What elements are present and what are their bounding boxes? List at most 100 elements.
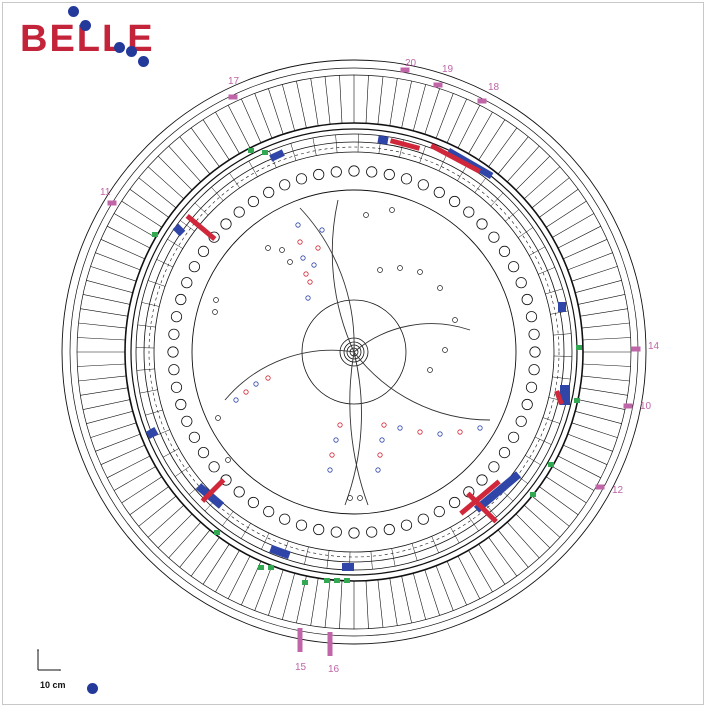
track-hit: [397, 425, 403, 431]
detector-ring: [148, 146, 560, 558]
tof-divider: [290, 143, 297, 161]
tof-divider: [180, 220, 195, 232]
tof-circle: [507, 261, 520, 273]
crystal-line: [468, 550, 493, 593]
detector-hit: [213, 297, 219, 303]
crystal-line: [215, 111, 240, 154]
crystal-line: [531, 177, 570, 209]
crystal-line: [86, 280, 133, 293]
tof-divider: [312, 137, 317, 156]
green-hit: [258, 565, 264, 570]
crystal-line: [413, 84, 426, 131]
logo-dot: [68, 6, 79, 17]
crystal-line: [539, 486, 579, 516]
tof-divider: [326, 550, 330, 569]
energy-deposit: [558, 302, 566, 312]
crystal-line: [339, 75, 343, 124]
crystal-line: [83, 294, 131, 305]
crystal-line: [545, 200, 587, 228]
tof-divider: [553, 333, 572, 336]
scale-indicator: 10 cm: [34, 648, 104, 698]
crystal-line: [401, 575, 412, 623]
belle-logo: BELLE: [20, 6, 160, 68]
tof-circle: [330, 526, 342, 538]
tof-divider: [153, 429, 170, 437]
crystal-line: [457, 555, 481, 599]
crystal-line: [254, 565, 273, 611]
energy-deposit: [377, 135, 389, 145]
crystal-line: [100, 239, 145, 260]
crystal-line: [129, 486, 169, 516]
detector-hit: [397, 265, 403, 271]
track-hit: [265, 375, 271, 381]
tof-circle: [476, 218, 488, 230]
crystal-line: [557, 225, 601, 249]
track-path: [349, 351, 369, 506]
tof-divider: [248, 160, 258, 177]
detector-ring: [130, 128, 578, 576]
crystal-line: [100, 444, 145, 465]
crystal-line: [339, 580, 343, 629]
segment-label: 10: [640, 401, 652, 412]
track-path: [344, 351, 362, 506]
green-hit: [214, 530, 220, 535]
tof-circle: [197, 446, 210, 459]
tof-divider: [240, 523, 251, 539]
crystal-line: [468, 111, 493, 154]
segment-label: 14: [648, 341, 660, 352]
crystal-line: [324, 579, 331, 628]
detector-hit: [265, 245, 271, 251]
crystal-line: [310, 578, 319, 626]
track-hit: [337, 422, 343, 428]
energy-deposit: [459, 479, 501, 516]
tof-divider: [304, 546, 309, 565]
tof-circle: [383, 523, 395, 536]
particle-tracks: [224, 199, 491, 506]
tof-circle: [448, 496, 461, 509]
segment-label: 15: [295, 662, 307, 673]
detector-hit: [347, 495, 353, 501]
crystal-line: [365, 75, 369, 124]
muon-hit: [228, 94, 238, 100]
crystal-line: [424, 569, 440, 616]
crystal-line: [121, 476, 163, 504]
crystal-line: [478, 119, 506, 161]
logo-dot: [138, 56, 149, 67]
track-hit: [295, 222, 301, 228]
track-hit: [437, 431, 443, 437]
tof-divider: [529, 246, 546, 256]
tof-circle: [488, 231, 500, 243]
track-hit: [305, 295, 311, 301]
crystal-line: [424, 88, 440, 135]
crystal-line: [147, 504, 185, 538]
tof-divider: [261, 532, 270, 550]
tof-circle: [498, 446, 511, 459]
tof-divider: [370, 551, 373, 570]
muon-hit: [107, 200, 117, 206]
crystal-line: [506, 145, 540, 183]
track-path: [331, 199, 355, 353]
crystal-line: [571, 422, 618, 438]
detector-ring: [61, 59, 647, 645]
segment-label: 11: [100, 187, 111, 198]
tof-circle: [448, 195, 461, 208]
detector-hit: [389, 207, 395, 213]
tof-circle: [498, 245, 511, 257]
tof-circle: [348, 165, 360, 177]
crystal-line: [446, 98, 467, 143]
tof-circle: [181, 277, 193, 289]
green-hit: [268, 565, 274, 570]
energy-deposit: [430, 143, 481, 174]
tof-circle: [181, 415, 193, 427]
tof-divider: [411, 543, 418, 561]
detector-hits: [145, 135, 582, 585]
detector-hit: [225, 457, 231, 463]
energy-deposit: [554, 390, 564, 405]
tof-divider: [222, 511, 234, 526]
green-hit: [344, 578, 350, 583]
tof-circle: [433, 505, 445, 518]
tof-divider: [534, 436, 552, 445]
green-hit: [262, 150, 268, 155]
tof-divider: [457, 165, 468, 181]
